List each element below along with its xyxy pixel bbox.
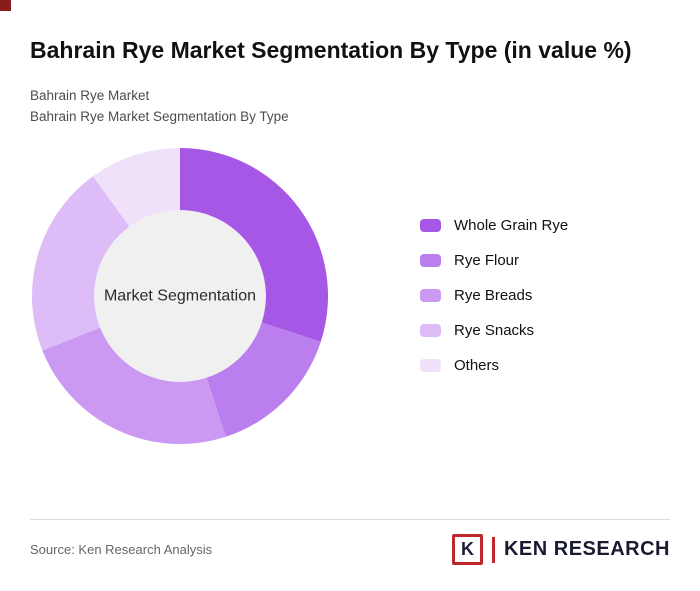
legend-swatch-icon xyxy=(420,359,441,373)
donut-slice-others[interactable] xyxy=(93,147,180,227)
logo-k-icon: K xyxy=(451,534,483,565)
legend-label: Others xyxy=(454,357,500,375)
legend-swatch-icon xyxy=(420,289,441,303)
legend-item-others[interactable]: Others xyxy=(420,357,568,374)
legend-swatch-icon xyxy=(420,254,441,268)
donut-slice-rye-snacks[interactable] xyxy=(32,176,130,351)
ken-research-logo: K KEN RESEARCH xyxy=(451,534,670,565)
corner-brand-square xyxy=(0,0,11,11)
donut-center-label: Market Segmentation xyxy=(104,287,256,304)
page-container: Bahrain Rye Market Segmentation By Type … xyxy=(30,37,670,446)
logo-separator xyxy=(491,536,495,563)
subtitle-market: Bahrain Rye Market xyxy=(30,87,150,103)
donut-chart: Market Segmentation xyxy=(32,147,329,444)
legend-item-rye-flour[interactable]: Rye Flour xyxy=(420,252,568,269)
legend-swatch-icon xyxy=(420,219,441,233)
logo-wordmark: KEN RESEARCH xyxy=(503,538,670,560)
donut-slice-whole-grain-rye[interactable] xyxy=(180,147,329,342)
source-text: Source: Ken Research Analysis xyxy=(30,542,213,557)
chart-area: Market Segmentation Whole Grain Rye Rye F… xyxy=(30,146,670,446)
legend-label: Rye Flour xyxy=(454,252,520,270)
donut-hole xyxy=(94,209,266,382)
footer: Source: Ken Research Analysis K KEN RESE… xyxy=(30,519,670,565)
legend-label: Whole Grain Rye xyxy=(454,217,569,235)
legend-item-rye-breads[interactable]: Rye Breads xyxy=(420,287,568,304)
legend-swatch-icon xyxy=(420,324,441,338)
subtitle-segmentation: Bahrain Rye Market Segmentation By Type xyxy=(30,108,289,124)
donut-slice-rye-flour[interactable] xyxy=(206,322,321,437)
chart-subtitles: Bahrain Rye Market Bahrain Rye Market Se… xyxy=(30,86,670,128)
page-title: Bahrain Rye Market Segmentation By Type … xyxy=(30,37,632,63)
legend-label: Rye Snacks xyxy=(454,322,535,340)
legend-item-whole-grain-rye[interactable]: Whole Grain Rye xyxy=(420,217,568,234)
chart-legend: Whole Grain Rye Rye Flour Rye Breads Rye Sn… xyxy=(420,217,568,374)
legend-item-rye-snacks[interactable]: Rye Snacks xyxy=(420,322,568,339)
legend-label: Rye Breads xyxy=(454,287,533,305)
donut-slice-rye-breads[interactable] xyxy=(42,327,226,444)
